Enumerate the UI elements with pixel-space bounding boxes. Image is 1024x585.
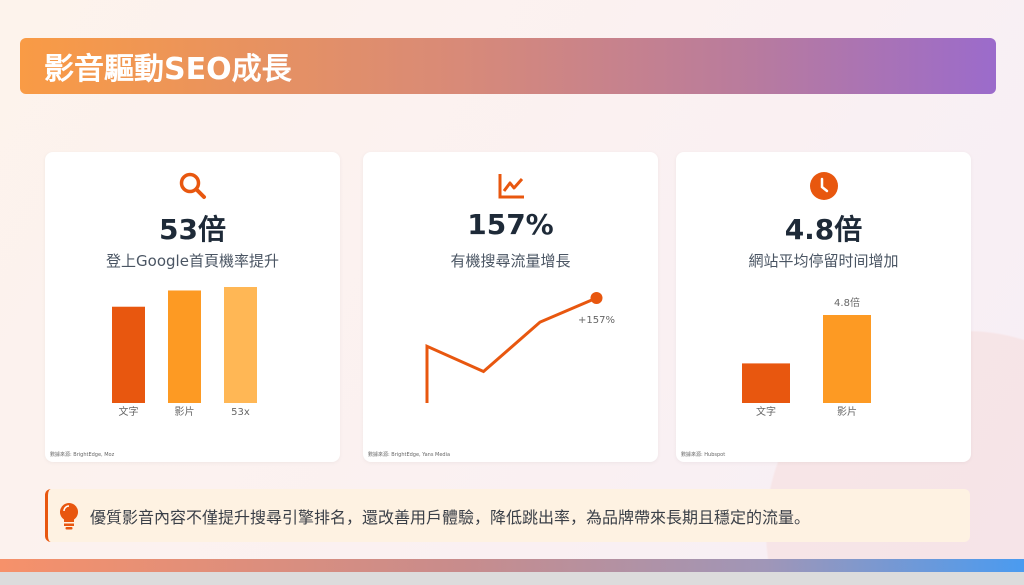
bar <box>112 306 145 403</box>
bar-category-label: 文字 <box>119 405 139 418</box>
callout-box: 優質影音內容不僅提升搜尋引擎排名，還改善用戶體驗，降低跳出率，為品牌帶來長期且穩… <box>45 489 970 542</box>
bar-chart: 文字 影片 53x <box>112 287 257 418</box>
bar-chart: 文字 影片 4.8倍 <box>742 296 871 418</box>
bar-category-label: 53x <box>231 407 250 418</box>
bar-data-label: 4.8倍 <box>834 296 860 309</box>
clock-icon <box>809 172 838 200</box>
bar-category-label: 文字 <box>756 405 776 418</box>
bar <box>224 287 257 403</box>
search-icon <box>179 172 206 199</box>
data-source: 數據來源: Hubspot <box>681 452 726 458</box>
stat-value: 157% <box>467 208 554 241</box>
data-line <box>425 296 598 403</box>
bottom-floor <box>0 572 1024 585</box>
data-source: 數據來源: BrightEdge, Moz <box>50 452 115 458</box>
stat-description: 網站平均停留时间增加 <box>748 252 899 270</box>
lightbulb-icon <box>59 502 79 529</box>
line-annotation: +157% <box>578 315 615 326</box>
bar-category-label: 影片 <box>175 405 195 418</box>
data-point <box>590 292 603 304</box>
bar <box>823 315 871 403</box>
stat-value: 53倍 <box>159 213 226 246</box>
bar-category-label: 影片 <box>837 405 857 418</box>
page-title: 影音驅動SEO成長 <box>44 52 292 87</box>
callout-text: 優質影音內容不僅提升搜尋引擎排名，還改善用戶體驗，降低跳出率，為品牌帶來長期且穩… <box>90 507 811 527</box>
stat-description: 有機搜尋流量增長 <box>450 252 571 270</box>
data-source: 數據來源: BrightEdge, Yans Media <box>368 452 451 458</box>
stat-card-traffic: 157% 有機搜尋流量增長 +157% 數據來源: BrightEdge, Ya… <box>363 152 658 462</box>
line-chart-icon <box>498 174 524 199</box>
bar <box>168 290 201 403</box>
line-chart: +157% <box>425 292 615 403</box>
stat-description: 登上Google首頁機率提升 <box>106 252 279 270</box>
bottom-strip <box>0 559 1024 572</box>
stat-value: 4.8倍 <box>784 213 863 246</box>
title-bar: 影音驅動SEO成長 <box>20 38 996 94</box>
stat-card-dwell-time: 4.8倍 網站平均停留时间增加 文字 影片 4.8倍 數據來源: Hubspot <box>676 152 971 462</box>
bar <box>742 363 790 403</box>
stat-card-google: 53倍 登上Google首頁機率提升 文字 影片 53x 數據來源: BrightE… <box>45 152 340 462</box>
